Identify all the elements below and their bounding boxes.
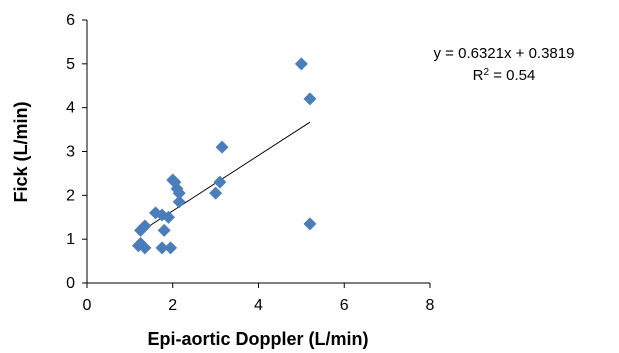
data-point — [155, 241, 169, 255]
y-tick-label: 6 — [66, 12, 75, 29]
data-point — [209, 186, 223, 200]
x-axis-title: Epi-aortic Doppler (L/min) — [147, 329, 368, 349]
r-squared-exponent: 2 — [483, 67, 489, 78]
y-axis-title: Fick (L/min) — [11, 101, 31, 202]
x-tick-label: 4 — [254, 297, 263, 314]
data-point — [213, 175, 227, 189]
data-point — [161, 210, 175, 224]
y-tick-label: 4 — [66, 100, 75, 117]
y-tick-label: 1 — [66, 231, 75, 248]
r-squared-value: = 0.54 — [489, 67, 535, 84]
data-point — [294, 57, 308, 71]
r-squared-r: R — [473, 67, 484, 84]
x-ticks: 0 2 4 6 8 — [83, 283, 435, 314]
x-tick-label: 0 — [83, 297, 92, 314]
trendline-equation: y = 0.6321x + 0.3819 — [434, 45, 575, 62]
data-points — [131, 57, 317, 255]
r-squared-label: R2 = 0.54 — [473, 67, 536, 85]
y-ticks: 0 1 2 3 4 5 6 — [66, 12, 87, 292]
x-tick-label: 8 — [426, 297, 435, 314]
data-point — [303, 92, 317, 106]
y-tick-label: 0 — [66, 275, 75, 292]
data-point — [164, 241, 178, 255]
data-point — [303, 217, 317, 231]
x-tick-label: 2 — [168, 297, 177, 314]
data-point — [138, 219, 152, 233]
data-point — [172, 186, 186, 200]
data-point — [157, 223, 171, 237]
x-tick-label: 6 — [340, 297, 349, 314]
axes: 0 1 2 3 4 5 6 0 2 4 6 8 — [66, 12, 434, 314]
data-point — [138, 241, 152, 255]
data-point — [215, 140, 229, 154]
data-point — [172, 195, 186, 209]
y-tick-label: 3 — [66, 144, 75, 161]
y-tick-label: 2 — [66, 187, 75, 204]
y-tick-label: 5 — [66, 56, 75, 73]
